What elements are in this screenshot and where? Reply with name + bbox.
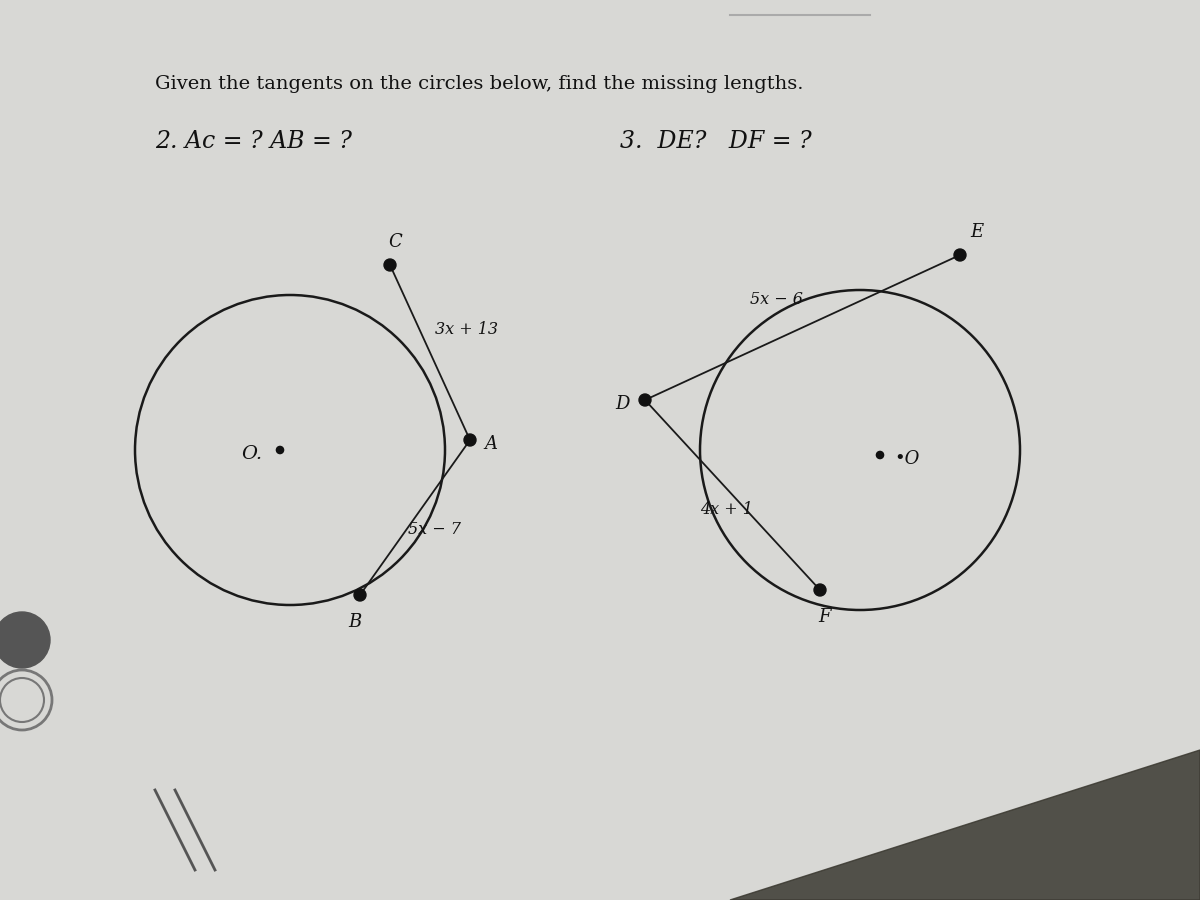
Text: B: B xyxy=(348,613,361,631)
Text: 5x − 6: 5x − 6 xyxy=(750,292,803,309)
Text: 5x − 7: 5x − 7 xyxy=(408,521,461,538)
Text: 3.  DE?   DF = ?: 3. DE? DF = ? xyxy=(620,130,811,153)
Circle shape xyxy=(384,259,396,271)
Text: 2. Ac = ? AB = ?: 2. Ac = ? AB = ? xyxy=(155,130,352,153)
Text: Given the tangents on the circles below, find the missing lengths.: Given the tangents on the circles below,… xyxy=(155,75,804,93)
Text: F: F xyxy=(818,608,832,626)
Text: C: C xyxy=(388,233,402,251)
Text: O.: O. xyxy=(241,445,262,463)
Circle shape xyxy=(814,584,826,596)
Circle shape xyxy=(876,452,883,459)
Text: D: D xyxy=(616,395,630,413)
Circle shape xyxy=(954,249,966,261)
Text: E: E xyxy=(970,223,983,241)
Circle shape xyxy=(0,612,50,668)
Text: •O: •O xyxy=(894,450,919,468)
Circle shape xyxy=(640,394,650,406)
Circle shape xyxy=(354,589,366,601)
Circle shape xyxy=(276,446,283,454)
Polygon shape xyxy=(730,750,1200,900)
Text: 4x + 1: 4x + 1 xyxy=(700,501,752,518)
Circle shape xyxy=(464,434,476,446)
Text: A: A xyxy=(484,435,497,453)
Text: 3x + 13: 3x + 13 xyxy=(436,321,498,338)
